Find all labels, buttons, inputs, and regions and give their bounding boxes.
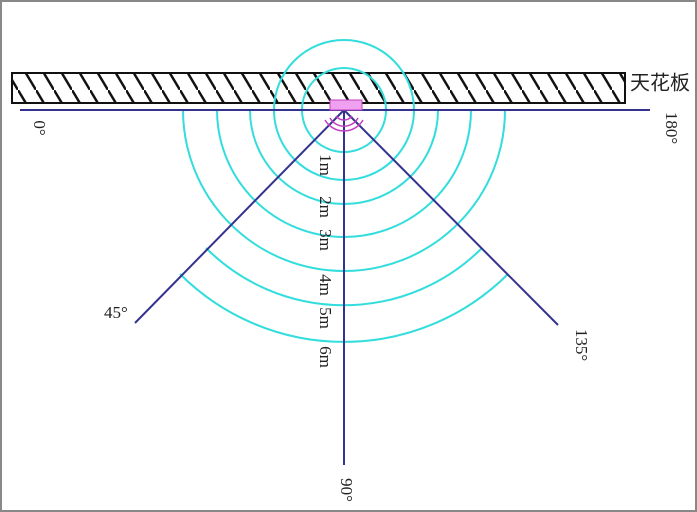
sensor-waves [324, 115, 364, 132]
sensor [329, 99, 363, 111]
left-diagonal [134, 109, 345, 324]
right-diagonal [343, 109, 559, 326]
distance-label: 6m [316, 346, 335, 368]
ceiling-label: 天花板 [630, 72, 690, 95]
ceiling [11, 72, 626, 104]
angle-label: 0° [30, 120, 49, 135]
distance-label: 5m [316, 307, 335, 329]
distance-label: 4m [316, 274, 335, 296]
angle-label: 180° [662, 112, 681, 144]
angle-label: 90° [337, 478, 356, 502]
distance-label: 3m [316, 229, 335, 251]
distance-label: 2m [316, 196, 335, 218]
angle-label: 135° [572, 329, 591, 361]
angle-label: 45° [104, 303, 128, 322]
distance-label: 1m [316, 154, 335, 176]
